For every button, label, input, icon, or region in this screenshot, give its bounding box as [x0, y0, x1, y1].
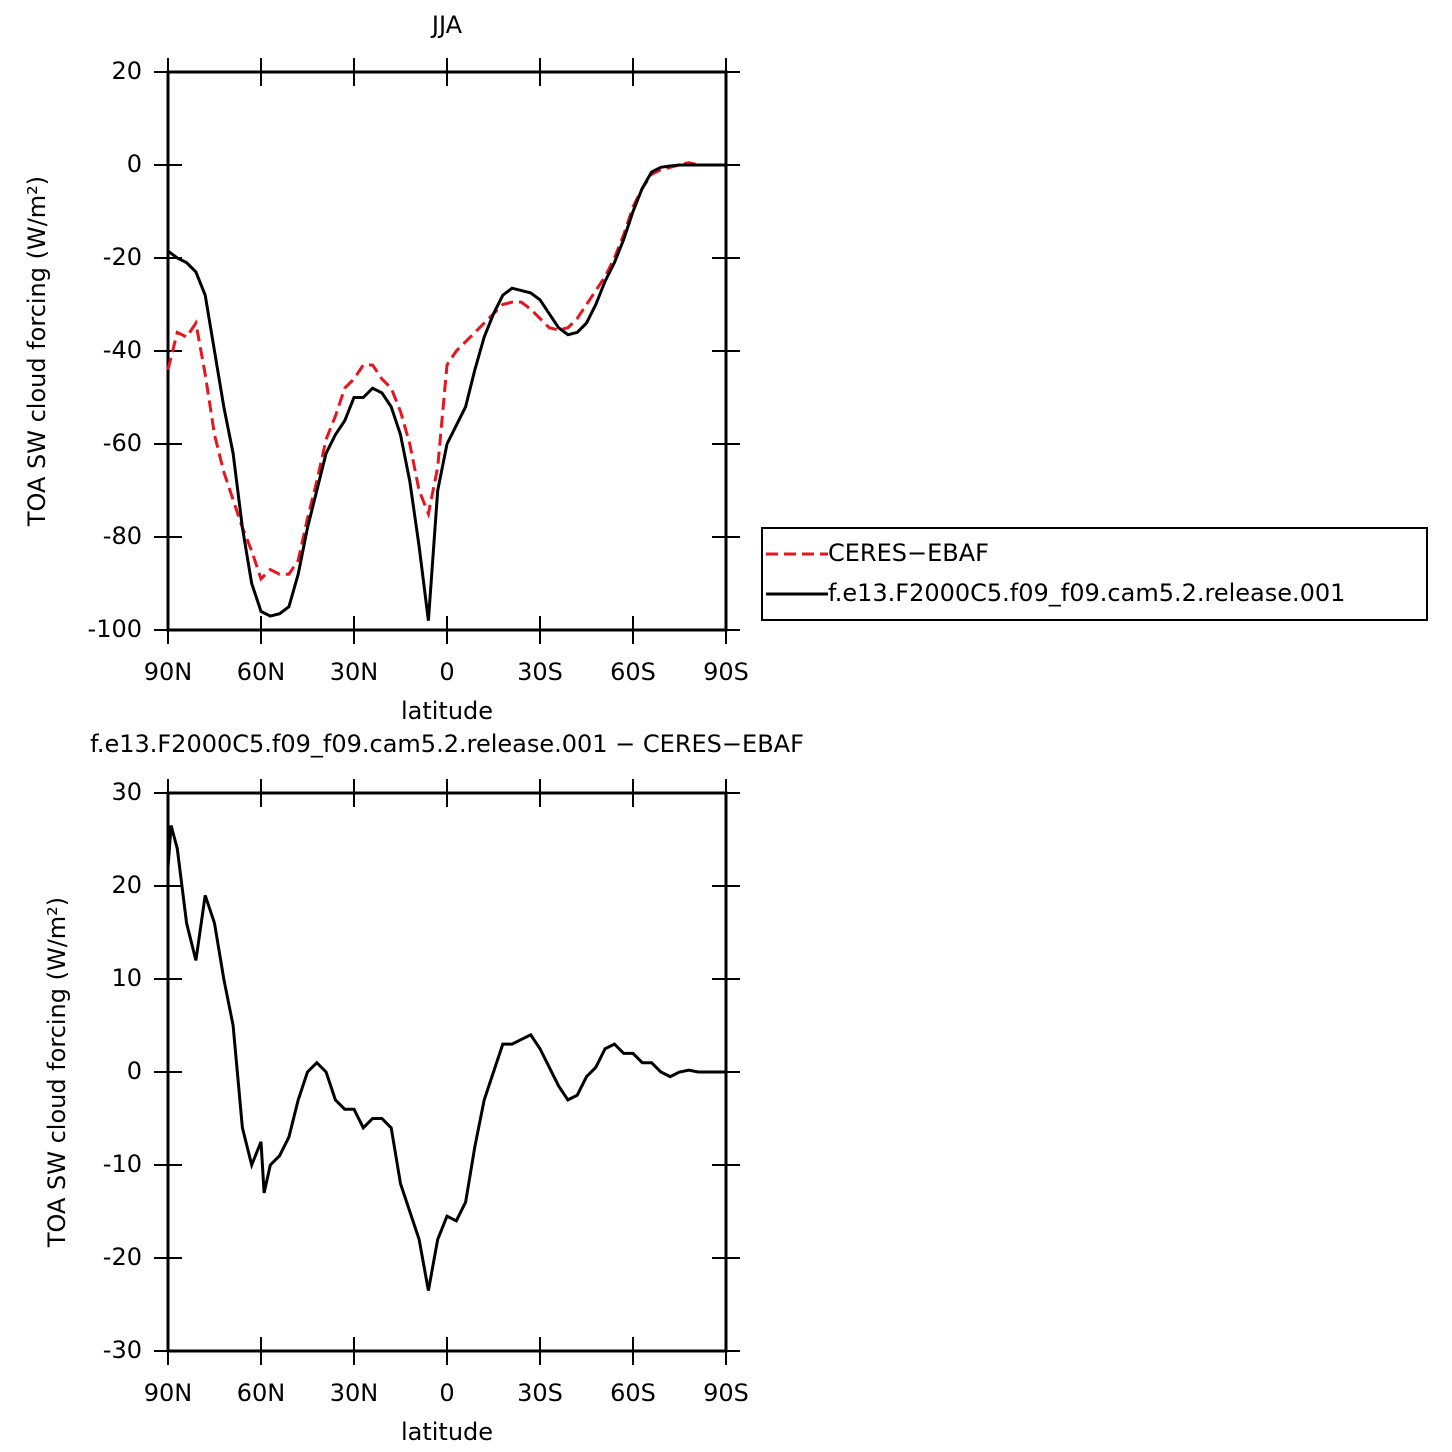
x-tick-label: 30N [330, 1379, 379, 1407]
legend-label: f.e13.F2000C5.f09_f09.cam5.2.release.001 [828, 579, 1345, 607]
data-line [166, 825, 726, 1291]
plot-frame [166, 791, 728, 1353]
x-tick-label: 0 [439, 1379, 454, 1407]
y-tick-label: -60 [103, 429, 142, 457]
chart-title: JJA [430, 11, 463, 39]
chart-title: f.e13.F2000C5.f09_f09.cam5.2.release.001… [90, 730, 804, 758]
y-tick-label: 10 [111, 964, 142, 992]
y-tick-label: -30 [103, 1336, 142, 1364]
y-tick-label: -100 [88, 615, 142, 643]
y-tick-label: -20 [103, 1243, 142, 1271]
data-line [167, 163, 726, 621]
y-axis-label: TOA SW cloud forcing (W/m²) [23, 176, 51, 527]
x-tick-label: 60N [237, 658, 286, 686]
y-tick-label: -40 [103, 336, 142, 364]
x-tick-label: 60N [237, 1379, 286, 1407]
y-tick-label: -80 [103, 522, 142, 550]
x-axis-label: latitude [401, 697, 493, 725]
y-tick-label: 0 [127, 150, 142, 178]
y-tick-label: 20 [111, 871, 142, 899]
y-tick-label: 0 [127, 1057, 142, 1085]
x-tick-label: 90N [144, 1379, 193, 1407]
legend-label: CERES−EBAF [828, 539, 989, 567]
legend-box [761, 527, 1428, 621]
x-tick-label: 0 [439, 658, 454, 686]
data-line [166, 161, 726, 582]
x-tick-label: 30S [517, 658, 563, 686]
x-tick-label: 90S [703, 1379, 749, 1407]
y-tick-label: 30 [111, 778, 142, 806]
x-tick-label: 90S [703, 658, 749, 686]
y-tick-label: -20 [103, 243, 142, 271]
y-tick-label: 20 [111, 57, 142, 85]
plot-frame [166, 70, 728, 632]
x-axis-label: latitude [401, 1418, 493, 1446]
x-tick-label: 60S [610, 1379, 656, 1407]
x-tick-label: 90N [144, 658, 193, 686]
x-tick-label: 30S [517, 1379, 563, 1407]
y-tick-label: -10 [103, 1150, 142, 1178]
x-tick-label: 60S [610, 658, 656, 686]
x-tick-label: 30N [330, 658, 379, 686]
y-axis-label: TOA SW cloud forcing (W/m²) [43, 897, 71, 1248]
